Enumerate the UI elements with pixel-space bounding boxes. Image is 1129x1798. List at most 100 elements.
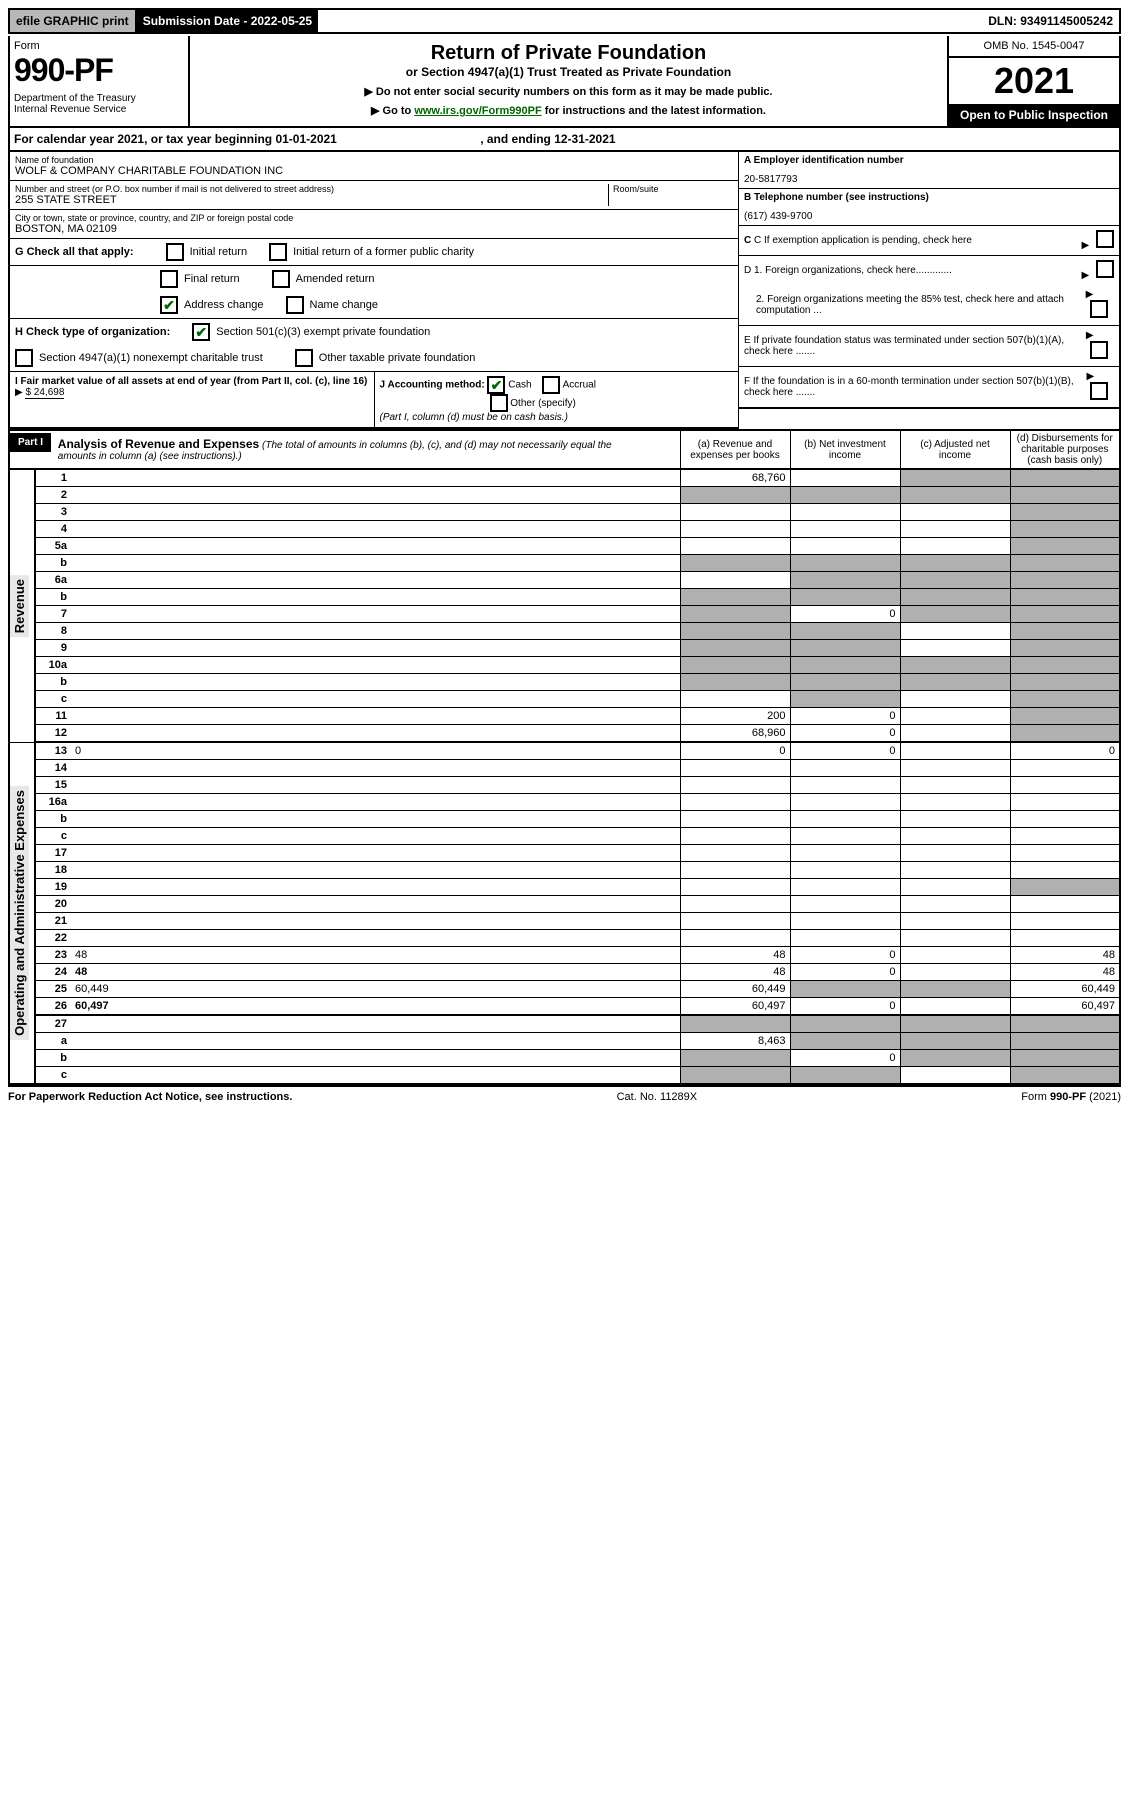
table-row: 4 xyxy=(9,521,1120,538)
cal-pre: For calendar year 2021, or tax year begi… xyxy=(14,132,275,146)
cal-end: 12-31-2021 xyxy=(554,132,615,146)
j-accrual: Accrual xyxy=(563,380,596,391)
line-description xyxy=(71,640,680,657)
amount-col-a xyxy=(680,845,790,862)
amount-col-b xyxy=(790,504,900,521)
cb-amended-return[interactable] xyxy=(272,270,290,288)
line-number: 26 xyxy=(35,998,71,1016)
address-cell: Number and street (or P.O. box number if… xyxy=(10,181,738,210)
amount-col-c xyxy=(900,623,1010,640)
table-row: c xyxy=(9,828,1120,845)
amount-col-d xyxy=(1010,930,1120,947)
line-description xyxy=(71,1050,680,1067)
irs-link[interactable]: www.irs.gov/Form990PF xyxy=(414,105,541,117)
amount-col-c xyxy=(900,657,1010,674)
line-description xyxy=(71,725,680,743)
amount-col-b xyxy=(790,1033,900,1050)
line-description xyxy=(71,606,680,623)
cb-cash[interactable] xyxy=(487,376,505,394)
entity-right: A Employer identification number 20-5817… xyxy=(738,152,1119,429)
amount-col-b: 0 xyxy=(790,742,900,760)
table-row: 21 xyxy=(9,913,1120,930)
foundation-name: WOLF & COMPANY CHARITABLE FOUNDATION INC xyxy=(15,165,733,177)
amount-col-a xyxy=(680,879,790,896)
cb-4947[interactable] xyxy=(15,349,33,367)
amount-col-a xyxy=(680,487,790,504)
ein-value: 20-5817793 xyxy=(744,174,1114,185)
table-row: b xyxy=(9,589,1120,606)
amount-col-b xyxy=(790,930,900,947)
amount-col-a xyxy=(680,1050,790,1067)
amount-col-a xyxy=(680,538,790,555)
amount-col-a: 60,449 xyxy=(680,981,790,998)
addr-label: Number and street (or P.O. box number if… xyxy=(15,184,608,194)
cb-initial-former[interactable] xyxy=(269,243,287,261)
cb-e[interactable] xyxy=(1090,341,1108,359)
cal-mid: , and ending xyxy=(480,132,554,146)
cb-address-change[interactable] xyxy=(160,296,178,314)
cb-501c3[interactable] xyxy=(192,323,210,341)
amount-col-d xyxy=(1010,538,1120,555)
amount-col-c xyxy=(900,981,1010,998)
h-row-2: Section 4947(a)(1) nonexempt charitable … xyxy=(10,345,738,372)
footer-right: Form 990-PF (2021) xyxy=(1021,1091,1121,1103)
amount-col-b xyxy=(790,572,900,589)
cb-d2[interactable] xyxy=(1090,300,1108,318)
line-description xyxy=(71,691,680,708)
table-row: a8,463 xyxy=(9,1033,1120,1050)
cb-other-taxable[interactable] xyxy=(295,349,313,367)
table-row: 19 xyxy=(9,879,1120,896)
f-cell: F If the foundation is in a 60-month ter… xyxy=(739,367,1119,409)
line-description xyxy=(71,811,680,828)
line-number: 11 xyxy=(35,708,71,725)
amount-col-b xyxy=(790,691,900,708)
header-left: Form 990-PF Department of the Treasury I… xyxy=(10,36,190,126)
amount-col-d xyxy=(1010,862,1120,879)
e-label: E If private foundation status was termi… xyxy=(744,335,1086,357)
amount-col-a xyxy=(680,828,790,845)
line-number: 20 xyxy=(35,896,71,913)
amount-col-a xyxy=(680,521,790,538)
cb-final-return[interactable] xyxy=(160,270,178,288)
d1-cell: D 1. Foreign organizations, check here..… xyxy=(739,256,1119,285)
line-description xyxy=(71,589,680,606)
cb-other-method[interactable] xyxy=(490,394,508,412)
amount-col-a xyxy=(680,760,790,777)
line-number: 9 xyxy=(35,640,71,657)
col-c-header: (c) Adjusted net income xyxy=(900,430,1010,469)
cb-name-change[interactable] xyxy=(286,296,304,314)
amount-col-a xyxy=(680,589,790,606)
amount-col-d xyxy=(1010,913,1120,930)
line-description xyxy=(71,504,680,521)
amount-col-a xyxy=(680,811,790,828)
calendar-year-row: For calendar year 2021, or tax year begi… xyxy=(8,128,1121,152)
cb-initial-return[interactable] xyxy=(166,243,184,261)
cb-accrual[interactable] xyxy=(542,376,560,394)
d1-label: D 1. Foreign organizations, check here..… xyxy=(744,265,952,276)
line-description xyxy=(71,1067,680,1085)
submission-date: Submission Date - 2022-05-25 xyxy=(137,10,318,32)
g-address: Address change xyxy=(184,299,264,311)
amount-col-c xyxy=(900,504,1010,521)
cb-d1[interactable] xyxy=(1096,260,1114,278)
line-number: 10a xyxy=(35,657,71,674)
amount-col-b xyxy=(790,674,900,691)
open-public: Open to Public Inspection xyxy=(949,104,1119,126)
line-description xyxy=(71,879,680,896)
amount-col-d xyxy=(1010,760,1120,777)
amount-col-a xyxy=(680,657,790,674)
amount-col-a: 68,960 xyxy=(680,725,790,743)
amount-col-d xyxy=(1010,828,1120,845)
line-number: 1 xyxy=(35,469,71,487)
ein-cell: A Employer identification number 20-5817… xyxy=(739,152,1119,189)
line-description xyxy=(71,708,680,725)
amount-col-c xyxy=(900,811,1010,828)
cb-c[interactable] xyxy=(1096,230,1114,248)
amount-col-a: 68,760 xyxy=(680,469,790,487)
amount-col-b: 0 xyxy=(790,725,900,743)
line-description: 48 xyxy=(71,964,680,981)
amount-col-d xyxy=(1010,589,1120,606)
line-number: 3 xyxy=(35,504,71,521)
line-number: b xyxy=(35,555,71,572)
cb-f[interactable] xyxy=(1090,382,1108,400)
